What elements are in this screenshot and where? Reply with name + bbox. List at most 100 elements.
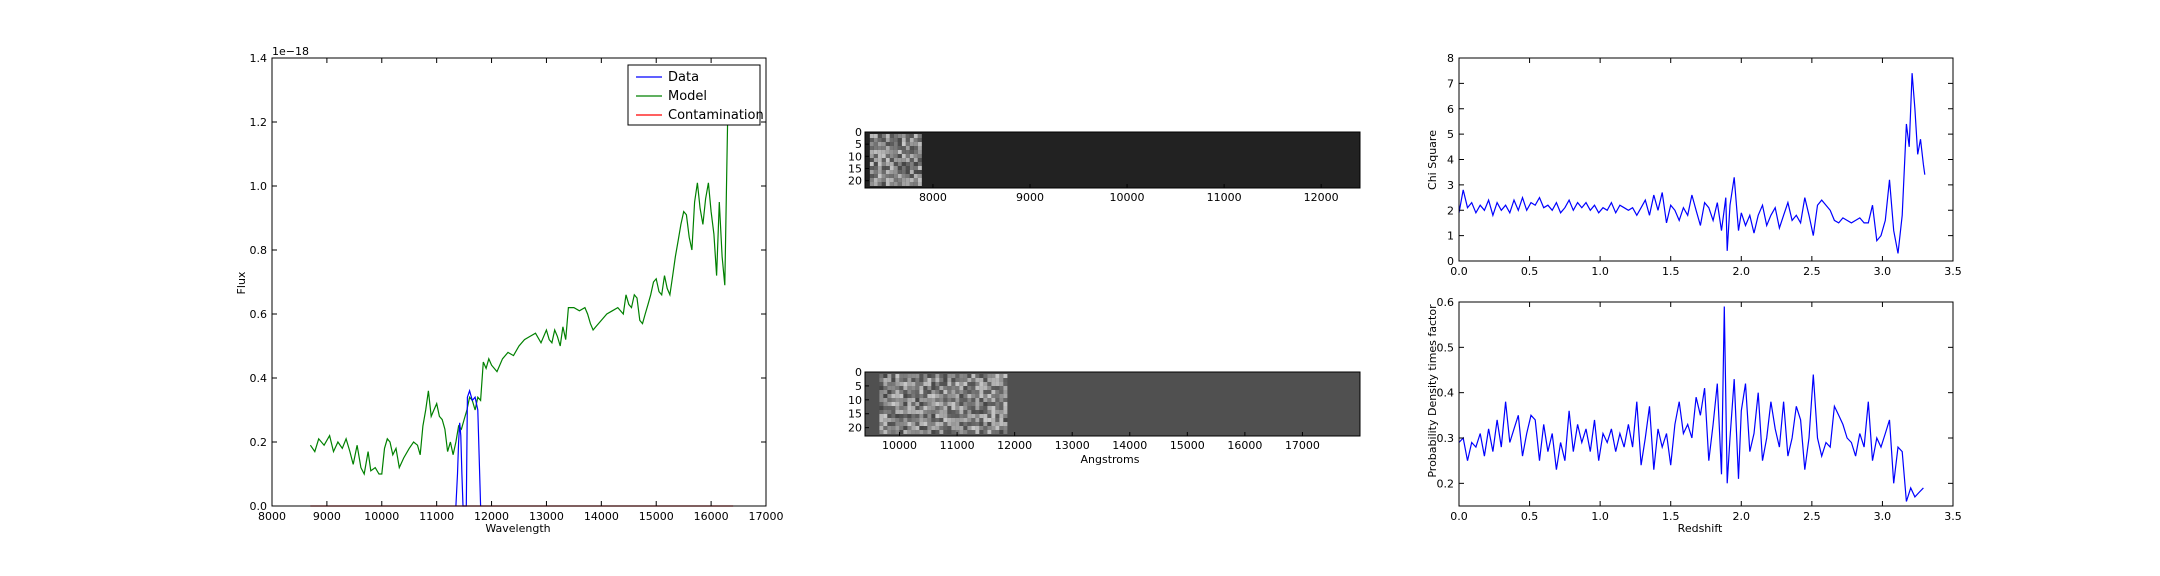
2d-bottom-pixel: [987, 402, 992, 406]
2d-bottom-pixel: [935, 402, 940, 406]
2d-bottom-pixel: [1003, 422, 1008, 426]
2d-bottom-pixel: [903, 406, 908, 410]
chi-square-x-tick-label: 0.0: [1450, 265, 1468, 278]
2d-top-pixel: [917, 158, 922, 162]
2d-bottom-pixel: [959, 418, 964, 422]
2d-top-pixel: [873, 166, 878, 170]
2d-bottom-pixel: [947, 414, 952, 418]
2d-top-pixel: [881, 138, 886, 142]
2d-bottom-pixel: [907, 386, 912, 390]
2d-bottom-pixel: [963, 378, 968, 382]
2d-bottom-pixel: [971, 414, 976, 418]
2d-bottom-pixel: [947, 406, 952, 410]
2d-bottom-pixel: [983, 422, 988, 426]
2d-bottom-pixel: [911, 394, 916, 398]
2d-bottom-x-tick-label: 17000: [1285, 439, 1320, 452]
2d-bottom-pixel: [943, 382, 948, 386]
2d-top-pixel: [897, 182, 902, 186]
2d-bottom-pixel: [987, 374, 992, 378]
2d-top-pixel: [873, 174, 878, 178]
spectrum-offset-text: 1e−18: [272, 45, 309, 58]
2d-bottom-pixel: [899, 378, 904, 382]
2d-bottom-pixel: [943, 378, 948, 382]
2d-bottom-pixel: [899, 394, 904, 398]
2d-bottom-pixel: [883, 378, 888, 382]
2d-top-pixel: [885, 166, 890, 170]
2d-top-pixel: [901, 134, 906, 138]
spectrum-x-tick-label: 12000: [474, 510, 509, 523]
2d-top-pixel: [909, 154, 914, 158]
2d-bottom-pixel: [939, 390, 944, 394]
2d-bottom-pixel: [975, 418, 980, 422]
2d-bottom-pixel: [899, 414, 904, 418]
2d-bottom-pixel: [939, 378, 944, 382]
2d-bottom-pixel: [975, 430, 980, 434]
2d-bottom-pixel: [967, 386, 972, 390]
2d-bottom-pixel: [963, 374, 968, 378]
2d-bottom-pixel: [995, 386, 1000, 390]
2d-top-pixel: [909, 138, 914, 142]
2d-bottom-pixel: [879, 390, 884, 394]
2d-bottom-pixel: [891, 398, 896, 402]
2d-top-pixel: [897, 166, 902, 170]
2d-top-pixel: [885, 134, 890, 138]
2d-top-pixel: [893, 146, 898, 150]
2d-bottom-pixel: [907, 382, 912, 386]
chi-square-y-tick-label: 0: [1447, 255, 1454, 268]
2d-bottom-pixel: [951, 398, 956, 402]
2d-top-pixel: [893, 142, 898, 146]
2d-bottom-pixel: [935, 426, 940, 430]
2d-top-pixel: [897, 170, 902, 174]
2d-top-pixel: [873, 178, 878, 182]
2d-bottom-pixel: [923, 390, 928, 394]
2d-top-pixel: [881, 134, 886, 138]
2d-bottom-pixel: [931, 378, 936, 382]
2d-top-x-tick-label: 11000: [1207, 191, 1242, 204]
2d-top-pixel: [905, 178, 910, 182]
2d-top-pixel: [901, 174, 906, 178]
2d-bottom-pixel: [963, 414, 968, 418]
2d-bottom-pixel: [1003, 406, 1008, 410]
2d-bottom-pixel: [927, 410, 932, 414]
2d-top-pixel: [885, 150, 890, 154]
2d-top-pixel: [913, 182, 918, 186]
2d-bottom-pixel: [915, 382, 920, 386]
2d-bottom-pixel: [903, 418, 908, 422]
2d-top-pixel: [877, 170, 882, 174]
2d-top-pixel: [893, 162, 898, 166]
2d-bottom-frame: [864, 371, 1361, 437]
2d-bottom-pixel: [995, 402, 1000, 406]
probability-density-panel: 0.0 0.5 1.0 1.5 2.0 2.5 3.0 3.50.20.30.40.50.6 …: [1426, 296, 1962, 535]
spectrum-x-tick-label: 16000: [694, 510, 729, 523]
2d-bottom-pixel: [1003, 418, 1008, 422]
2d-top-pixel: [889, 166, 894, 170]
2d-bottom-pixel: [883, 382, 888, 386]
2d-bottom-pixel: [891, 390, 896, 394]
2d-top-pixel: [889, 134, 894, 138]
2d-top-pixel: [881, 154, 886, 158]
2d-bottom-pixel: [975, 406, 980, 410]
2d-bottom-pixel: [899, 390, 904, 394]
2d-bottom-pixel: [971, 394, 976, 398]
2d-bottom-pixel: [931, 410, 936, 414]
2d-bottom-pixel: [907, 430, 912, 434]
2d-bottom-pixel: [923, 418, 928, 422]
2d-bottom-pixel: [955, 406, 960, 410]
2d-bottom-pixel: [995, 382, 1000, 386]
2d-top-pixel: [913, 150, 918, 154]
2d-bottom-pixel: [939, 386, 944, 390]
probability-density-x-tick-label: 1.5: [1662, 510, 1680, 523]
2d-top-pixel: [869, 138, 874, 142]
spectrum-x-tick-label: 9000: [313, 510, 341, 523]
2d-top-pixel: [893, 174, 898, 178]
2d-bottom-pixel: [971, 374, 976, 378]
2d-top-pixel: [877, 142, 882, 146]
2d-bottom-pixel: [983, 386, 988, 390]
chi-square-x-tick-label: 1.0: [1591, 265, 1609, 278]
2d-bottom-pixel: [995, 430, 1000, 434]
2d-bottom-pixel: [963, 418, 968, 422]
2d-bottom-pixel: [887, 394, 892, 398]
2d-bottom-pixel: [951, 422, 956, 426]
2d-spectrum-bottom-image: [864, 371, 1361, 437]
